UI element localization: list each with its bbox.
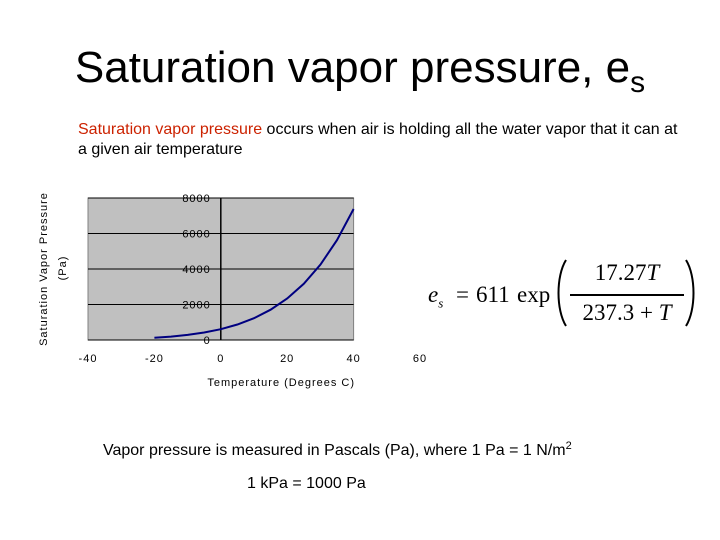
left-paren <box>557 259 567 327</box>
formula-exp: exp <box>517 282 551 307</box>
y-tick-label: 2000 <box>182 300 210 312</box>
title-text: Saturation vapor pressure, e <box>74 43 631 92</box>
vapor-pressure-chart: 0 2000 4000 6000 8000 -40 -20 0 20 40 60 Temperatur… <box>38 192 427 389</box>
y-tick-label: 0 <box>204 335 211 347</box>
x-tick-label: -40 <box>79 353 98 365</box>
x-tick-label: 60 <box>413 353 427 365</box>
formula-denominator: 237.3 + T <box>582 300 672 325</box>
title-subscript: s <box>630 66 646 99</box>
formula-lhs: es <box>428 282 444 311</box>
series-line <box>154 208 355 339</box>
y-tick-label: 4000 <box>182 264 210 276</box>
units-note-superscript: 2 <box>565 440 572 452</box>
units-note-text: Vapor pressure is measured in Pascals (P… <box>103 442 566 459</box>
x-tick-label: 40 <box>346 353 360 365</box>
formula-numerator: 17.27T <box>594 260 660 285</box>
x-tick-label: 20 <box>280 353 294 365</box>
intro-highlight: Saturation vapor pressure <box>78 121 263 138</box>
x-tick-label: 0 <box>217 353 224 365</box>
right-paren <box>685 259 695 327</box>
kpa-note: 1 kPa = 1000 Pa <box>247 475 366 492</box>
clausius-clapeyron-formula: es = 611 exp 17.27T 237.3 + T <box>426 258 696 334</box>
intro-rest: occurs when air is holding all the water… <box>78 121 678 158</box>
y-tick-label: 8000 <box>182 193 210 205</box>
fraction-bar <box>570 294 684 296</box>
page-title: Saturation vapor pressure, es <box>0 40 720 111</box>
x-axis-label: Temperature (Degrees C) <box>207 377 355 389</box>
y-axis-unit-label: (Pa) <box>57 256 69 281</box>
y-axis-label: Saturation Vapor Pressure <box>38 192 50 346</box>
formula-coefficient: 611 <box>476 282 510 307</box>
y-tick-label: 6000 <box>182 229 210 241</box>
intro-text: Saturation vapor pressure occurs when ai… <box>78 120 678 160</box>
units-note: Vapor pressure is measured in Pascals (P… <box>103 436 572 461</box>
x-tick-label: -20 <box>145 353 164 365</box>
formula-equals: = <box>456 282 469 307</box>
